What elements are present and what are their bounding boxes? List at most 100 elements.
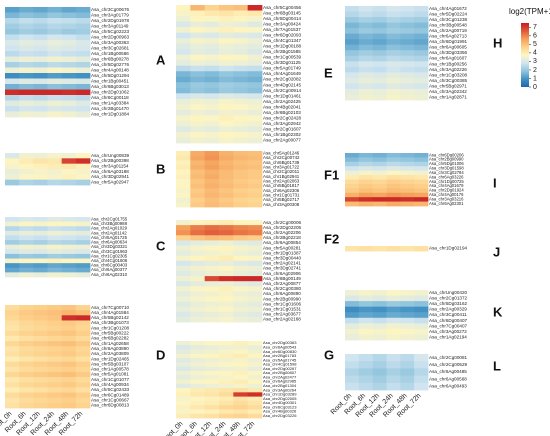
heatmap-cell: [19, 45, 34, 52]
heatmap-cell: [33, 310, 48, 316]
heatmap-cell: [47, 67, 63, 74]
gene-label: Asa_chr1Bg00451: [91, 78, 129, 83]
heatmap-cell: [400, 61, 415, 68]
heatmap-cell: [233, 341, 249, 346]
heatmap-cell: [233, 93, 249, 100]
heatmap-cell: [190, 281, 206, 287]
gene-label: Asa_chr2Bg01304: [263, 383, 297, 388]
heatmap-cell: [61, 335, 77, 342]
heatmap-cell: [33, 158, 48, 165]
heatmap-cell: [176, 126, 191, 133]
heatmap-cell: [400, 44, 415, 51]
heatmap-cell: [219, 27, 234, 33]
heatmap-cell: [414, 295, 429, 302]
heatmap-cell: [414, 72, 429, 79]
heatmap-cell: [47, 335, 63, 342]
heatmap-cell: [345, 361, 360, 369]
heatmap-cell: [247, 137, 263, 144]
heatmap-cell: [33, 56, 48, 63]
heatmap-cell: [75, 40, 91, 46]
heatmap-cell: [19, 106, 34, 112]
heatmap-cell: [47, 34, 63, 41]
heatmap-cell: [400, 192, 415, 198]
heatmap-cell: [204, 225, 220, 231]
heatmap-cell: [233, 405, 249, 410]
heatmap-cell: [176, 276, 191, 282]
heatmap-cell: [190, 60, 206, 67]
heatmap-cell: [247, 291, 263, 297]
heatmap-cell: [47, 361, 63, 368]
heatmap-cell: [247, 281, 263, 287]
gene-label: Asa_chrUng00839: [91, 153, 129, 158]
heatmap-cell: [372, 306, 387, 313]
gene-label: Asa_chr1Cg03208: [429, 72, 467, 77]
heatmap-cell: [233, 225, 249, 231]
heatmap-cell: [47, 346, 63, 352]
heatmap-cell: [219, 260, 234, 267]
heatmap-cell: [19, 226, 34, 232]
heatmap-cell: [233, 169, 249, 175]
heatmap-cell: [47, 158, 63, 165]
heatmap-cell: [247, 276, 263, 282]
heatmap-cell: [75, 366, 91, 373]
heatmap-cell: [5, 387, 20, 393]
panel-letter: F2: [324, 231, 339, 246]
heatmap-cell: [414, 166, 429, 172]
gene-label: Asa_chr4Dg02145: [263, 82, 301, 87]
heatmap-cell: [5, 34, 20, 41]
heatmap-cell: [400, 161, 415, 167]
heatmap-cell: [345, 77, 360, 84]
heatmap-cell: [33, 153, 48, 159]
heatmap-cell: [47, 18, 63, 24]
heatmap-cell: [414, 66, 429, 73]
heatmap-cell: [358, 161, 374, 167]
panel-letter: I: [493, 175, 497, 190]
gene-label: Asa_chr5Dg01006: [429, 161, 464, 166]
panel-l: Asa_chr2Cg00081 Asa_chr2Cg00529 Asa_chr6Ag…: [345, 354, 501, 391]
gene-label: Asa_chr1Cg01731: [263, 193, 300, 198]
heatmap-cell: [414, 306, 429, 313]
heatmap-cell: [176, 16, 191, 22]
heatmap-cell: [233, 193, 249, 199]
heatmap-cell: [190, 131, 206, 138]
heatmap-cell: [414, 368, 429, 376]
heatmap-cell: [33, 392, 48, 399]
heatmap-cell: [386, 290, 401, 296]
gene-label: Asa_chr6Bg00278: [91, 56, 129, 61]
heatmap-cell: [219, 179, 234, 185]
heatmap-cell: [345, 179, 360, 185]
heatmap-cell: [176, 353, 191, 359]
gene-label: Asa_chr4Ag01672: [429, 6, 467, 11]
gene-label: Asa_chr2Bg01585: [263, 49, 301, 54]
heatmap-cell: [47, 73, 63, 79]
heatmap-cell: [219, 225, 234, 231]
heatmap-cell: [176, 225, 191, 231]
heatmap-cell: [247, 316, 263, 323]
heatmap-cell: [345, 306, 360, 313]
heatmap-cell: [176, 76, 191, 83]
heatmap-cell: [19, 356, 34, 363]
gene-label: Asa_chr2Bg00990: [429, 157, 464, 162]
heatmap-cell: [61, 29, 77, 35]
gene-label: Asa_chr4Dg00301: [263, 400, 297, 405]
heatmap-cell: [176, 104, 191, 111]
heatmap-cell: [190, 396, 206, 402]
gene-label: Asa_chr5Cg00456: [263, 5, 301, 10]
heatmap-cell: [204, 104, 220, 111]
heatmap-cell: [233, 379, 249, 385]
heatmap-cell: [414, 83, 429, 90]
heatmap-cell: [345, 375, 360, 384]
gene-label: Asa_chr5Dg01294: [91, 73, 129, 78]
heatmap-cell: [5, 346, 20, 352]
heatmap-cell: [204, 240, 220, 246]
heatmap-cell: [358, 157, 374, 163]
heatmap-cell: [33, 78, 48, 85]
gene-label: Asa_chr6Ag02985: [263, 379, 297, 384]
gene-label: Asa_chr2Ag03809: [91, 351, 129, 356]
heatmap-cell: [247, 104, 263, 111]
heatmap-cell: [400, 22, 415, 29]
heatmap-cell: [204, 349, 220, 355]
heatmap-cell: [219, 65, 234, 72]
heatmap-cell: [33, 356, 48, 363]
